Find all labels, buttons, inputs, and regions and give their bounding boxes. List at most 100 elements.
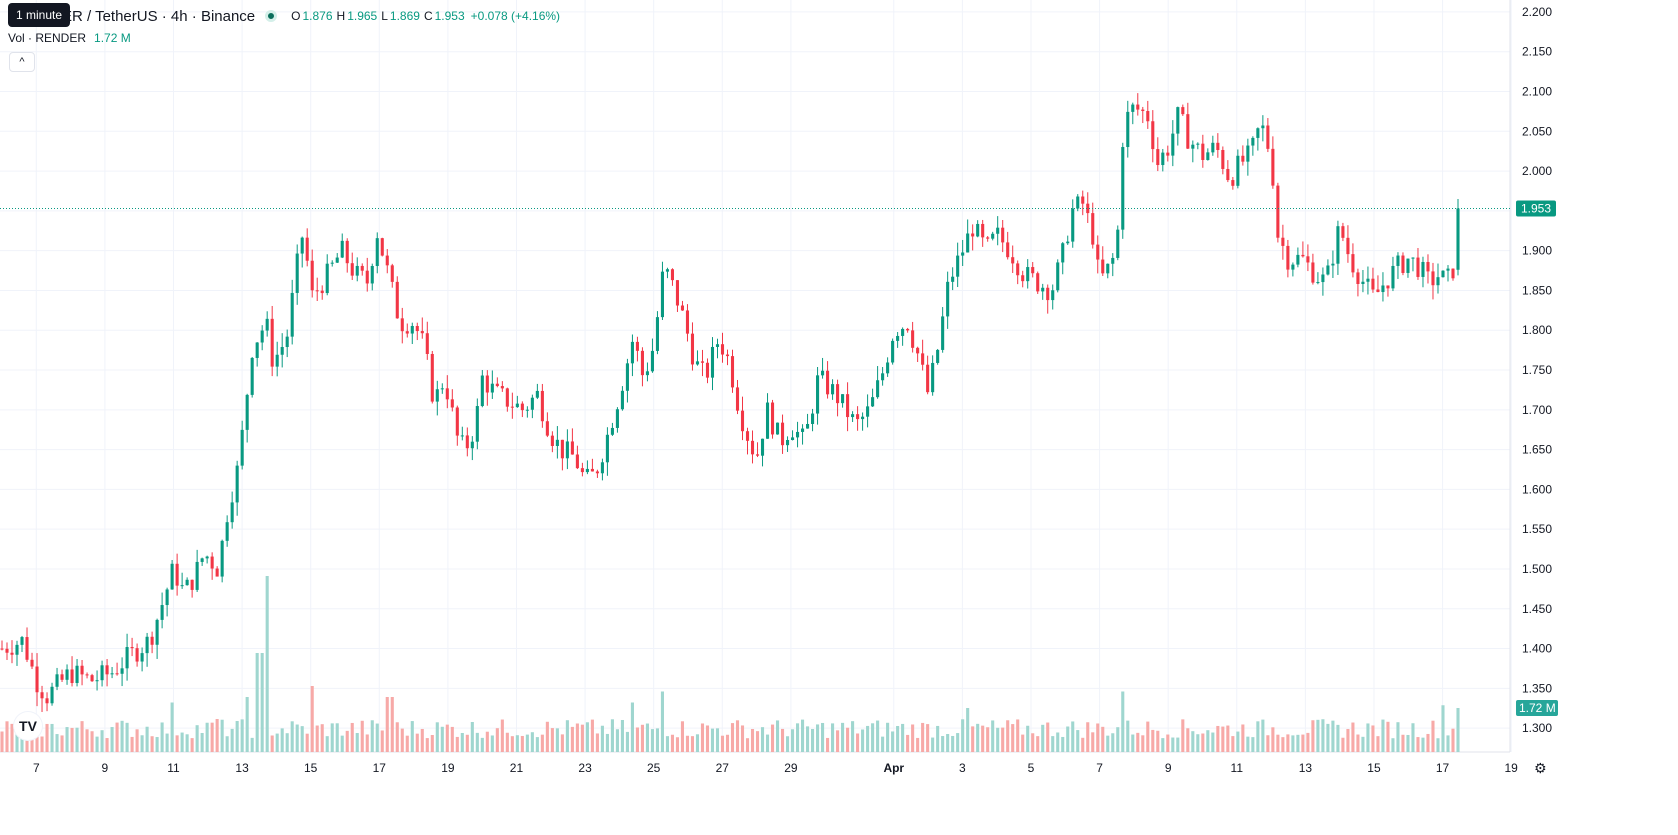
candle-body (1416, 257, 1420, 277)
candle-body (710, 346, 715, 378)
candle-body (936, 349, 940, 363)
open-label: O (291, 9, 301, 23)
candle-body (1146, 111, 1150, 122)
time-tick-label: 9 (1165, 761, 1172, 775)
volume-bar (1256, 721, 1260, 752)
volume-bar (485, 731, 489, 752)
candle-body (190, 579, 194, 590)
candle-body (1176, 107, 1180, 134)
candle-body (475, 406, 479, 442)
candle-body (295, 253, 299, 293)
collapse-legend-button[interactable]: ^ (9, 52, 35, 72)
volume-bar (510, 736, 514, 752)
candle-body (725, 354, 730, 357)
candle-body (195, 561, 199, 590)
last-price-text: 1.953 (1521, 201, 1551, 215)
volume-bar (425, 738, 429, 752)
volume-bar (600, 725, 604, 752)
candle-body (55, 674, 59, 687)
volume-bar (565, 720, 569, 752)
volume-bar (1176, 737, 1180, 752)
volume-bar (110, 727, 114, 752)
candle-body (931, 362, 935, 393)
volume-bar (1301, 734, 1305, 752)
volume-bar (1356, 734, 1360, 752)
candle-body (1296, 254, 1300, 265)
candle-body (896, 335, 900, 341)
candle-body (155, 619, 159, 645)
volume-label[interactable]: Vol · RENDER (8, 31, 87, 45)
candle-body (300, 237, 304, 254)
volume-bar (775, 720, 780, 752)
volume-bar (120, 720, 124, 752)
candle-body (1161, 152, 1165, 166)
volume-bar (275, 733, 279, 752)
candle-body (425, 333, 429, 354)
candle-body (1441, 270, 1445, 278)
candle-body (1346, 237, 1350, 255)
volume-bar (665, 736, 670, 752)
volume-bar (1391, 738, 1395, 752)
symbol-title[interactable]: ER / TetherUS · 4h · Binance (62, 7, 256, 25)
volume-bar (1216, 725, 1220, 752)
volume-bar (560, 734, 564, 752)
volume-bar (605, 733, 609, 752)
volume-bar (670, 734, 675, 752)
volume-bar (655, 728, 659, 752)
candle-body (871, 397, 875, 407)
volume-bar (95, 736, 99, 752)
candle-body (550, 435, 554, 446)
low-value: 1.869 (389, 9, 420, 23)
candle-body (1356, 272, 1360, 284)
candles[interactable] (0, 93, 1460, 712)
volume-bar (1111, 733, 1115, 752)
volume-bar (1051, 736, 1055, 752)
candle-body (941, 316, 945, 350)
candle-body (225, 522, 229, 541)
volume-bar (260, 653, 264, 752)
volume-bar (475, 732, 479, 752)
candle-body (165, 589, 169, 606)
volume-bar (105, 738, 109, 752)
candle-body (1036, 273, 1040, 292)
volume-bar (1286, 734, 1290, 752)
volume-bar (745, 738, 750, 752)
candle-body (740, 410, 745, 432)
volume-bar (595, 733, 599, 752)
candle-body (876, 380, 880, 398)
volume-bar (460, 733, 464, 752)
volume-bar (545, 721, 549, 752)
candle-body (821, 370, 825, 376)
tradingview-logo[interactable]: TV (14, 712, 42, 740)
volume-bar (200, 732, 204, 752)
volume-bar (996, 727, 1000, 752)
candle-body (1081, 196, 1085, 204)
candle-body (410, 325, 414, 334)
volume-bar (135, 729, 139, 752)
time-tick-label: 5 (1028, 761, 1035, 775)
candle-body (80, 665, 84, 675)
candle-body (735, 387, 740, 411)
volume-bar (415, 733, 419, 752)
volume-bar (1346, 728, 1350, 752)
volume-bar (640, 724, 644, 752)
price-axis[interactable]: 2.2002.1502.1002.0502.0001.9501.9001.850… (1522, 5, 1552, 735)
candle-body (330, 262, 334, 264)
volume-bar (1241, 724, 1245, 752)
candle-body (765, 402, 770, 439)
high-label: H (336, 9, 346, 23)
volume-bar (831, 723, 835, 752)
market-status-icon[interactable] (265, 10, 278, 22)
volume-bar (580, 724, 584, 752)
volume-bar (10, 723, 14, 752)
price-tick-label: 1.850 (1522, 283, 1552, 297)
volume-bar (806, 726, 810, 752)
candle-body (180, 585, 184, 587)
candle-body (370, 265, 374, 284)
time-axis[interactable]: 7 9 11 13 15 17 19 21 23 25 27 29 Apr 3 5 7 9 11 13 15 17 19 (33, 761, 1518, 775)
candle-body (210, 556, 214, 569)
time-tick-label: 27 (716, 761, 730, 775)
candle-body (20, 637, 24, 645)
gear-icon[interactable]: ⚙ (1534, 760, 1547, 776)
